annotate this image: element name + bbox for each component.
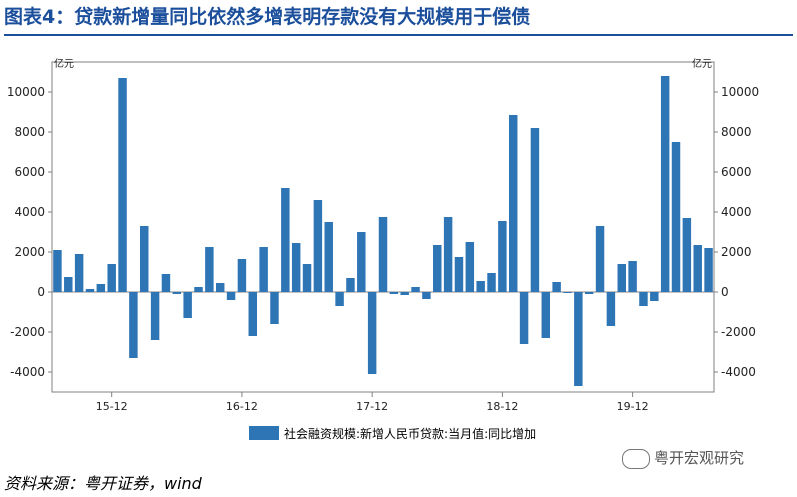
bar — [639, 292, 648, 306]
bar — [53, 250, 62, 292]
bar — [563, 292, 572, 293]
y-tick-label-right: 4000 — [721, 205, 752, 219]
y-tick-label-right: 6000 — [721, 165, 752, 179]
bar — [671, 142, 681, 292]
chart-title: 图表4：贷款新增量同比依然多增表明存款没有大规模用于偿债 — [4, 6, 531, 28]
bar — [422, 292, 431, 299]
bar — [682, 218, 692, 292]
bar — [129, 292, 138, 358]
bar — [465, 242, 475, 292]
bar — [161, 274, 171, 292]
bar — [118, 78, 127, 292]
bar — [248, 292, 258, 336]
bar — [150, 292, 160, 340]
bar — [498, 221, 507, 292]
y-axis-unit-right: 亿元 — [692, 57, 712, 70]
bar — [519, 292, 529, 344]
y-tick-label-right: 8000 — [721, 125, 752, 139]
source-note: 资料来源：粤开证券，wind — [4, 474, 202, 493]
bar — [259, 247, 268, 292]
bar — [400, 292, 409, 295]
bar — [367, 292, 377, 374]
y-tick-label-right: 10000 — [721, 85, 759, 99]
bar — [595, 226, 605, 292]
y-tick-label-left: 6000 — [14, 165, 45, 179]
y-tick-label-right: -4000 — [721, 365, 756, 379]
y-tick-label-right: -2000 — [721, 325, 756, 339]
bar — [74, 254, 84, 292]
x-tick-label: 18-12 — [486, 400, 518, 413]
y-tick-label-left: -4000 — [10, 365, 45, 379]
x-tick-label: 15-12 — [96, 400, 128, 413]
bar — [85, 289, 95, 292]
bar — [704, 248, 713, 292]
bar — [96, 284, 106, 292]
bar — [508, 115, 518, 292]
bar — [606, 292, 616, 326]
bar — [183, 292, 192, 318]
bar — [64, 277, 73, 292]
y-tick-label-left: 8000 — [14, 125, 45, 139]
bar — [302, 264, 312, 292]
bar — [476, 281, 485, 292]
bar — [552, 282, 561, 292]
bar — [357, 232, 366, 292]
title-divider — [4, 34, 793, 36]
bar — [433, 245, 442, 292]
bar — [574, 292, 583, 386]
y-tick-label-left: 0 — [37, 285, 45, 299]
bar — [443, 217, 453, 292]
bar — [346, 278, 355, 292]
bar — [617, 264, 626, 292]
plot-frame — [51, 61, 715, 393]
legend-swatch — [249, 426, 279, 440]
x-tick-label: 16-12 — [226, 400, 258, 413]
bar — [584, 292, 594, 294]
bar — [454, 257, 464, 292]
y-tick-label-right: 2000 — [721, 245, 752, 259]
bar-chart: -4000 -4000 -2000 -2000 0 0 2000 2000 4000 4000 60… — [7, 57, 759, 441]
bar — [378, 217, 388, 292]
bar — [335, 292, 344, 306]
bar — [628, 261, 637, 292]
bar — [172, 292, 182, 294]
wechat-icon — [622, 448, 650, 469]
bar — [194, 287, 203, 292]
legend-label: 社会融资规模:新增人民币贷款:当月值:同比增加 — [284, 426, 536, 441]
bar — [650, 292, 659, 301]
bar — [389, 292, 399, 294]
bar — [281, 188, 290, 292]
y-axis-unit-left: 亿元 — [54, 57, 74, 70]
bar — [107, 264, 116, 292]
bar — [237, 259, 247, 292]
bar — [226, 292, 236, 300]
bar — [530, 128, 540, 292]
watermark: 粤开宏观研究 — [622, 447, 744, 469]
bar — [487, 273, 496, 292]
y-tick-label-right: 0 — [721, 285, 729, 299]
bar — [541, 292, 551, 338]
bar — [660, 76, 670, 292]
bar — [324, 222, 333, 292]
y-tick-label-left: 4000 — [14, 205, 45, 219]
y-tick-label-left: 2000 — [14, 245, 45, 259]
bar — [693, 245, 702, 292]
bar — [215, 283, 225, 292]
x-tick-label: 19-12 — [617, 400, 649, 413]
y-tick-label-left: 10000 — [7, 85, 45, 99]
bar — [291, 243, 301, 292]
bar — [205, 247, 214, 292]
y-tick-label-left: -2000 — [10, 325, 45, 339]
x-tick-label: 17-12 — [356, 400, 388, 413]
bar — [411, 287, 420, 292]
bar — [140, 226, 149, 292]
bar — [313, 200, 323, 292]
watermark-text: 粤开宏观研究 — [654, 449, 745, 467]
bar — [270, 292, 279, 324]
